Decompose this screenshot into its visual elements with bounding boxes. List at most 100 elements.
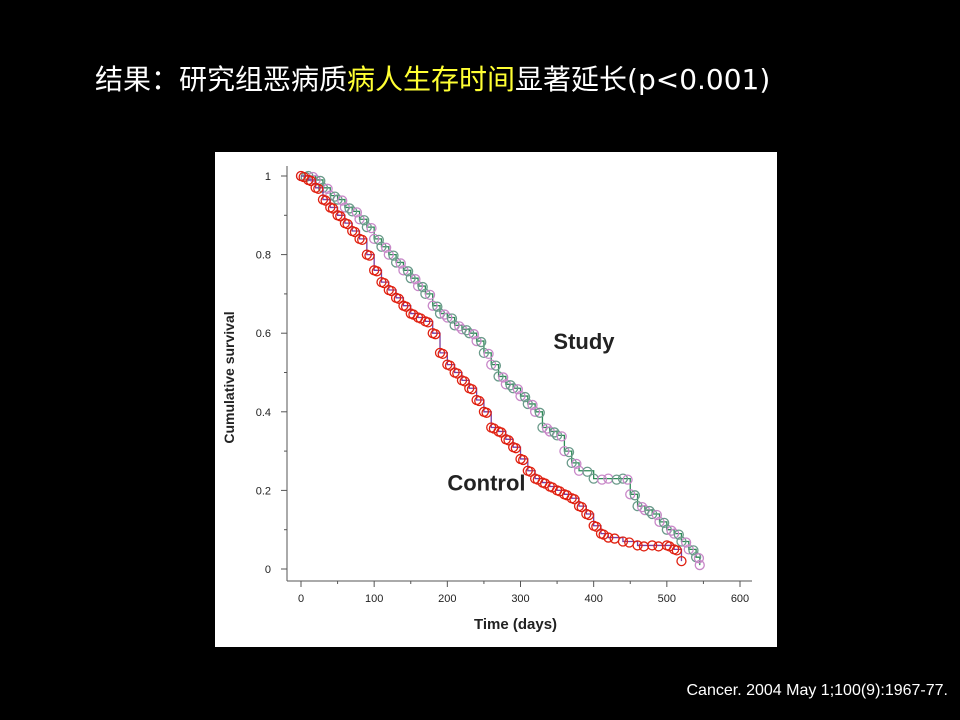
- series-study-point: [659, 517, 670, 528]
- series-study-point: [559, 445, 570, 457]
- series-study-point: [486, 359, 497, 370]
- series-study-point: [529, 406, 541, 417]
- series-control-point: [459, 376, 470, 387]
- series-study-point: [390, 257, 402, 268]
- series-control-point: [342, 219, 353, 230]
- series-study-point: [683, 544, 694, 555]
- x-tick-label: 300: [511, 593, 529, 605]
- series-study-point: [369, 233, 380, 245]
- series-control-point: [503, 435, 514, 446]
- x-tick-label: 200: [438, 593, 456, 605]
- series-study-point: [654, 516, 665, 527]
- series-study-point: [402, 266, 414, 277]
- series-study-point: [442, 312, 453, 323]
- series-study-point: [512, 384, 523, 395]
- series-control-point: [305, 175, 317, 187]
- series-control-point: [313, 183, 324, 194]
- series-study-point: [424, 289, 436, 301]
- survival-chart: 0 100 200 300 400 500 600 0 0.2 0.4 0.6 0.8 1 Time (…: [221, 166, 752, 633]
- series-control-point: [638, 541, 650, 552]
- series-control-point: [518, 454, 529, 466]
- series-study-point: [420, 288, 431, 300]
- x-tick-label: 0: [298, 593, 304, 605]
- series-control-point: [647, 540, 658, 551]
- series-study-point: [376, 241, 387, 252]
- series-study-point: [332, 194, 343, 205]
- title-highlight: 病人生存时间: [347, 63, 516, 96]
- y-axis-title: Cumulative survival: [221, 311, 237, 443]
- series-study-point: [625, 489, 636, 500]
- series-study-point: [427, 300, 438, 311]
- series-study-point: [551, 430, 563, 441]
- series-control-point: [466, 384, 478, 395]
- series-study-point: [688, 545, 699, 556]
- series-control-point: [653, 541, 664, 552]
- series-control-point: [371, 266, 382, 277]
- series-control-point: [349, 226, 361, 238]
- series-study-point: [351, 207, 363, 218]
- series-control-point: [591, 521, 602, 532]
- series-study-point: [668, 528, 680, 539]
- series-study-point: [534, 407, 545, 418]
- series-study-point: [478, 347, 490, 359]
- series-control-point: [444, 360, 456, 371]
- x-tick-label: 600: [731, 593, 749, 605]
- series-control-point: [452, 368, 463, 379]
- series-study-point: [563, 446, 575, 458]
- series-study-point: [405, 273, 416, 284]
- series-control-point: [430, 329, 441, 340]
- series-study-point: [468, 329, 480, 340]
- series-control-point: [609, 533, 620, 544]
- series-control-point: [617, 536, 629, 547]
- series-control-point: [481, 407, 492, 418]
- x-tick-label: 400: [584, 593, 602, 605]
- series-study-line: [301, 175, 701, 566]
- series-control-point: [474, 395, 485, 407]
- series-study-point: [337, 195, 348, 206]
- series-study-point: [515, 390, 526, 402]
- series-control-point: [327, 203, 339, 214]
- series-study-point: [395, 258, 406, 269]
- citation: Cancer. 2004 May 1;100(9):1967-77.: [686, 682, 949, 699]
- series-study-point: [622, 474, 633, 485]
- series-control-point: [378, 277, 390, 289]
- series-study-point: [483, 348, 494, 360]
- series-control-point: [569, 494, 580, 505]
- series-study-point: [383, 249, 394, 260]
- series-control-point: [632, 540, 643, 551]
- series-study-point: [373, 234, 384, 246]
- series-study-point: [359, 215, 370, 226]
- y-tick-label: 0.4: [256, 407, 271, 419]
- series-control-point: [603, 532, 614, 543]
- x-tick-label: 500: [658, 593, 676, 605]
- series-study-point: [490, 360, 502, 371]
- series-study-point: [464, 328, 475, 339]
- chart-series: [295, 170, 705, 571]
- curve-annotation: Control: [447, 470, 525, 495]
- series-study-point: [354, 214, 365, 225]
- series-study-point: [596, 474, 608, 485]
- series-control-point: [437, 348, 448, 360]
- series-control-point: [525, 466, 536, 477]
- curve-annotation: Study: [553, 329, 615, 354]
- series-study-point: [566, 457, 577, 469]
- series-study-point: [582, 466, 593, 477]
- chart-labels: Time (days) Cumulative survival Study Contr…: [221, 311, 615, 633]
- series-study-point: [417, 281, 428, 293]
- survival-chart-panel: 0 100 200 300 400 500 600 0 0.2 0.4 0.6 0.8 1 Time (…: [215, 152, 777, 647]
- series-study-point: [680, 537, 692, 548]
- series-control-point: [576, 501, 587, 513]
- series-study-point: [476, 336, 487, 348]
- series-study-point: [611, 474, 622, 485]
- series-study-point: [361, 221, 373, 233]
- series-control-point: [400, 301, 412, 312]
- series-study-point: [693, 553, 705, 564]
- series-study-point: [508, 383, 519, 394]
- series-control-point: [320, 195, 331, 206]
- series-study-point: [651, 509, 663, 521]
- series-study-point: [571, 458, 582, 470]
- series-control-point: [671, 545, 682, 556]
- series-study-point: [647, 508, 658, 520]
- series-study-point: [617, 473, 629, 484]
- series-study-point: [498, 372, 509, 383]
